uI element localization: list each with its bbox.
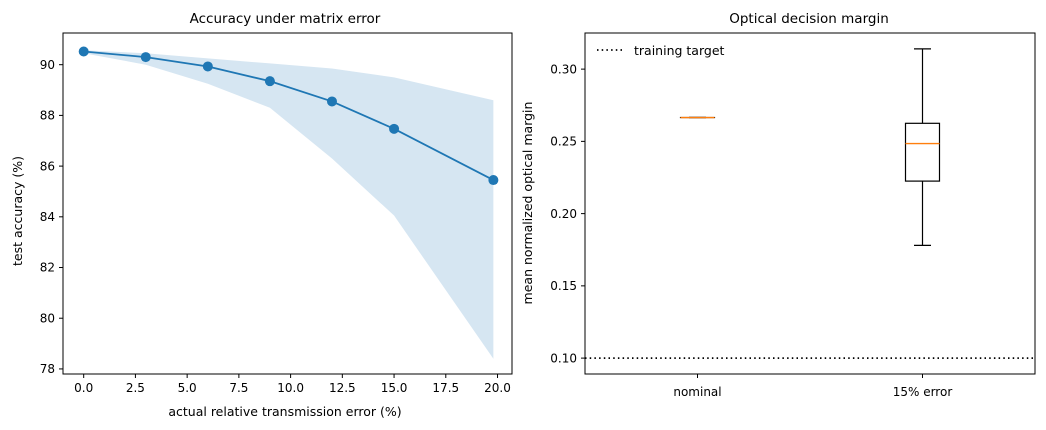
x-tick-label: 5.0 bbox=[178, 381, 197, 395]
data-point bbox=[389, 123, 400, 134]
x-tick-label: 12.5 bbox=[329, 381, 356, 395]
plot-frame bbox=[62, 32, 513, 375]
accuracy-chart: Accuracy under matrix error 0.0 2.5 5.0 7.5… bbox=[10, 11, 513, 419]
y-tick-label: 0.15 bbox=[550, 279, 577, 293]
data-point bbox=[264, 76, 275, 87]
y-axis-ticks: 78 80 82 84 86 88 90 bbox=[40, 58, 63, 376]
x-axis-label: actual relative transmission error (%) bbox=[168, 404, 401, 419]
legend-entry-training-target: training target bbox=[634, 43, 725, 58]
data-point bbox=[326, 96, 337, 107]
y-axis-ticks: 0.10 0.15 0.20 0.25 0.30 bbox=[550, 62, 585, 365]
y-tick-label: 88 bbox=[40, 109, 55, 123]
accuracy-points bbox=[78, 46, 499, 186]
y-tick-label: 82 bbox=[40, 261, 55, 275]
x-tick-label: 20.0 bbox=[484, 381, 511, 395]
x-tick-label: 15% error bbox=[893, 385, 953, 399]
y-tick-label: 0.10 bbox=[550, 351, 577, 365]
y-tick-label: 0.30 bbox=[550, 62, 577, 76]
x-tick-label: 7.5 bbox=[229, 381, 248, 395]
x-tick-label: 17.5 bbox=[432, 381, 459, 395]
plot-frame bbox=[584, 32, 1036, 375]
y-axis-label: test accuracy (%) bbox=[10, 156, 25, 266]
y-axis-label: mean normalized optical margin bbox=[520, 102, 535, 305]
data-point bbox=[140, 52, 151, 63]
y-tick-label: 78 bbox=[40, 362, 55, 376]
legend: training target bbox=[597, 43, 725, 58]
y-tick-label: 80 bbox=[40, 311, 55, 325]
x-tick-label: 2.5 bbox=[126, 381, 145, 395]
x-tick-label: 15.0 bbox=[381, 381, 408, 395]
x-tick-label: 10.0 bbox=[277, 381, 304, 395]
y-tick-label: 86 bbox=[40, 159, 55, 173]
data-point bbox=[202, 61, 213, 72]
x-axis-ticks: 0.0 2.5 5.0 7.5 10.0 12.5 15.0 17.5 20.0 bbox=[74, 374, 511, 395]
y-tick-label: 0.20 bbox=[550, 207, 577, 221]
box-iqr bbox=[904, 122, 941, 182]
data-point bbox=[78, 46, 89, 57]
data-point bbox=[488, 175, 499, 186]
y-tick-label: 90 bbox=[40, 58, 55, 72]
accuracy-range-band bbox=[83, 50, 494, 359]
x-tick-label: 0.0 bbox=[74, 381, 93, 395]
chart-title: Optical decision margin bbox=[729, 11, 889, 27]
margin-chart: Optical decision margin nominal 15% error… bbox=[520, 11, 1036, 399]
x-tick-label: nominal bbox=[673, 385, 721, 399]
x-axis-ticks: nominal 15% error bbox=[673, 374, 952, 399]
y-tick-label: 0.25 bbox=[550, 135, 577, 149]
chart-title: Accuracy under matrix error bbox=[190, 11, 381, 27]
box-plots bbox=[679, 48, 941, 247]
y-tick-label: 84 bbox=[40, 210, 55, 224]
box-plot-1 bbox=[904, 48, 941, 247]
